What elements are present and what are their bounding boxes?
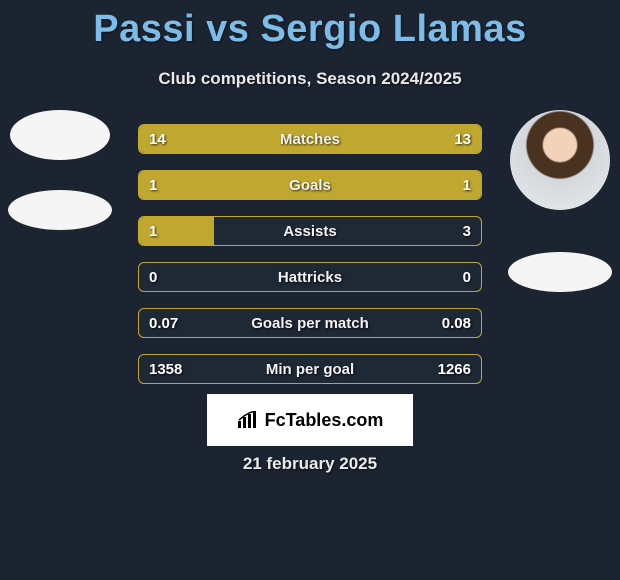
stat-row: 13581266Min per goal (138, 354, 482, 384)
stat-row: 0.070.08Goals per match (138, 308, 482, 338)
player-left-club-badge (8, 190, 112, 230)
stat-label: Min per goal (139, 355, 481, 383)
stat-row: 11Goals (138, 170, 482, 200)
stat-label: Goals (139, 171, 481, 199)
chart-icon (237, 411, 259, 429)
player-left-column (0, 110, 120, 230)
brand-badge: FcTables.com (207, 394, 413, 446)
stat-row: 13Assists (138, 216, 482, 246)
subtitle: Club competitions, Season 2024/2025 (0, 69, 620, 89)
player-right-avatar (510, 110, 610, 210)
stat-row: 1413Matches (138, 124, 482, 154)
stat-label: Assists (139, 217, 481, 245)
date-text: 21 february 2025 (0, 454, 620, 474)
stat-label: Goals per match (139, 309, 481, 337)
brand-text: FcTables.com (265, 410, 384, 431)
player-right-column (500, 110, 620, 292)
player-right-club-badge (508, 252, 612, 292)
page-title: Passi vs Sergio Llamas (0, 0, 620, 51)
player-left-avatar (10, 110, 110, 160)
stat-label: Hattricks (139, 263, 481, 291)
stats-bars: 1413Matches 11Goals 13Assists 00Hattricks 0.… (138, 124, 482, 400)
stat-label: Matches (139, 125, 481, 153)
stat-row: 00Hattricks (138, 262, 482, 292)
